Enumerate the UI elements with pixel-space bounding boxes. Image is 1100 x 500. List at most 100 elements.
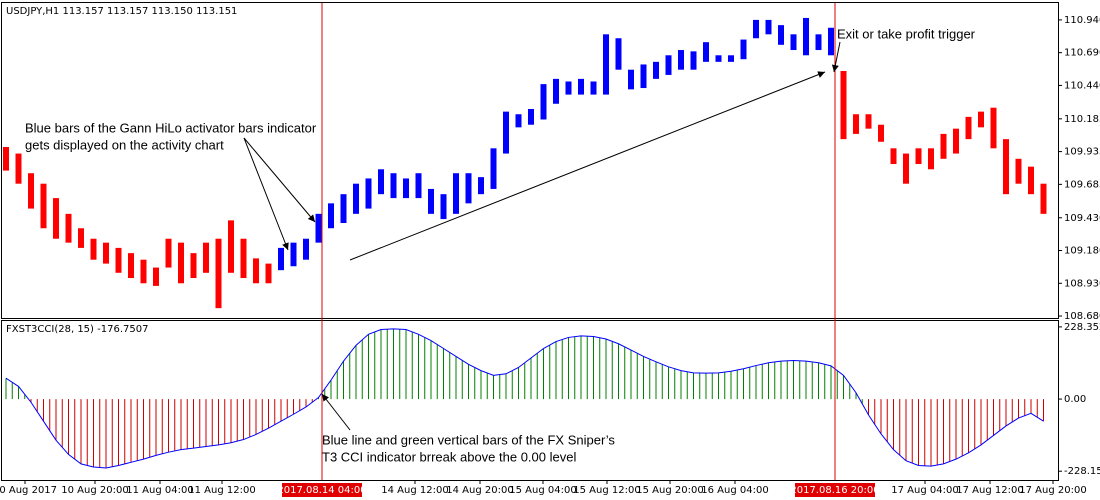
- price-bar: [253, 258, 259, 284]
- price-bar: [640, 64, 647, 89]
- price-bar: [540, 84, 547, 120]
- x-tick-label: 17 Aug 12:00: [956, 485, 1023, 496]
- price-bar: [853, 114, 859, 134]
- price-bar: [603, 34, 609, 95]
- price-bar: [715, 55, 722, 62]
- price-bar: [515, 114, 522, 128]
- marker-label: 2017.08.14 04:00: [277, 485, 366, 496]
- price-bar: [53, 198, 59, 239]
- price-bar: [165, 238, 172, 268]
- price-bar: [740, 39, 747, 60]
- price-bar: [490, 148, 497, 189]
- y-tick-label: 0.00: [1064, 394, 1086, 405]
- annotation: Blue bars of the Gann HiLo activator bar…: [25, 120, 317, 135]
- y-tick-label: 110.440: [1064, 80, 1100, 91]
- y-tick-label: 109.685: [1064, 179, 1100, 190]
- price-bar: [953, 128, 959, 154]
- price-bar: [778, 25, 784, 45]
- x-tick-label: 10 Aug 20:00: [61, 485, 128, 496]
- price-bar: [203, 242, 209, 273]
- x-tick-label: 14 Aug 12:00: [381, 485, 448, 496]
- price-bar: [240, 238, 247, 279]
- price-bar: [915, 148, 922, 165]
- price-bar: [628, 69, 634, 90]
- price-bar: [790, 34, 797, 51]
- price-bar: [140, 259, 147, 284]
- price-bar: [815, 34, 822, 51]
- price-bar: [1028, 166, 1034, 195]
- price-bar: [528, 109, 534, 125]
- price-bar: [803, 17, 809, 56]
- annotation: T3 CCI indicator brreak above the 0.00 l…: [322, 449, 576, 464]
- price-bar: [365, 178, 372, 209]
- x-tick-label: 16 Aug 04:00: [701, 485, 768, 496]
- price-bar: [190, 253, 197, 279]
- price-bar: [940, 133, 947, 159]
- y-tick-label: 108.930: [1064, 278, 1100, 289]
- price-bar: [415, 173, 422, 199]
- price-bar: [103, 242, 109, 264]
- price-bar: [965, 116, 972, 140]
- price-bar: [703, 42, 709, 62]
- price-bar: [903, 153, 909, 184]
- price-bar: [303, 238, 309, 260]
- price-bar: [78, 228, 84, 248]
- price-bar: [265, 263, 272, 284]
- price-bar: [615, 38, 622, 70]
- price-bar: [115, 247, 122, 273]
- price-bar: [128, 253, 134, 279]
- price-bar: [728, 55, 734, 62]
- arrow: [321, 393, 351, 431]
- price-bar: [928, 148, 934, 170]
- price-bar: [990, 107, 997, 149]
- price-bar: [590, 81, 597, 95]
- y-tick-label: 110.940: [1064, 15, 1100, 26]
- price-bar: [228, 220, 234, 273]
- price-bar: [890, 148, 897, 165]
- annotation: Exit or take profit trigger: [837, 26, 976, 41]
- y-tick-label: 109.180: [1064, 246, 1100, 257]
- price-bar: [653, 61, 659, 79]
- price-bar: [1015, 158, 1022, 184]
- price-bar: [390, 173, 397, 199]
- price-bar: [503, 111, 509, 154]
- price-bar: [478, 177, 484, 195]
- price-bar: [278, 247, 284, 271]
- indicator-panel: [1, 320, 1059, 481]
- price-bar: [315, 213, 322, 243]
- price-bar: [353, 183, 359, 214]
- x-tick-label: 15 Aug 04:00: [509, 485, 576, 496]
- price-bar: [565, 81, 572, 95]
- indicator-panel-title: FXST3CCI(28, 15) -176.7507: [6, 324, 148, 335]
- y-tick-label: 228.3525: [1064, 322, 1100, 333]
- x-tick-label: 17 Aug 20:00: [1019, 485, 1086, 496]
- arrow: [349, 71, 826, 261]
- price-bar: [828, 27, 834, 56]
- price-bar: [753, 19, 759, 39]
- annotation: gets displayed on the activity chart: [25, 137, 224, 152]
- x-tick-label: 17 Aug 04:00: [891, 485, 958, 496]
- price-bar: [428, 188, 434, 214]
- price-bar: [665, 55, 672, 75]
- annotation-arrows: [243, 41, 841, 431]
- price-bar: [465, 173, 472, 204]
- price-bar: [553, 78, 559, 104]
- price-bar: [3, 147, 9, 171]
- marker-label: 2017.08.16 20:00: [790, 485, 879, 496]
- price-bar: [40, 183, 47, 229]
- price-bar: [840, 71, 847, 140]
- x-tick-label: 15 Aug 12:00: [573, 485, 640, 496]
- x-tick-label: 14 Aug 20:00: [446, 485, 513, 496]
- price-bar: [215, 238, 222, 309]
- x-tick-label: 11 Aug 12:00: [188, 485, 255, 496]
- price-bar: [65, 213, 72, 243]
- price-bar: [403, 178, 409, 199]
- price-bar: [978, 111, 984, 128]
- y-tick-label: 110.690: [1064, 48, 1100, 59]
- price-bar: [153, 267, 159, 286]
- y-tick-label: 108.680: [1064, 311, 1100, 322]
- y-tick-label: 109.935: [1064, 147, 1100, 158]
- price-panel-title: USDJPY,H1 113.157 113.157 113.150 113.15…: [6, 6, 237, 17]
